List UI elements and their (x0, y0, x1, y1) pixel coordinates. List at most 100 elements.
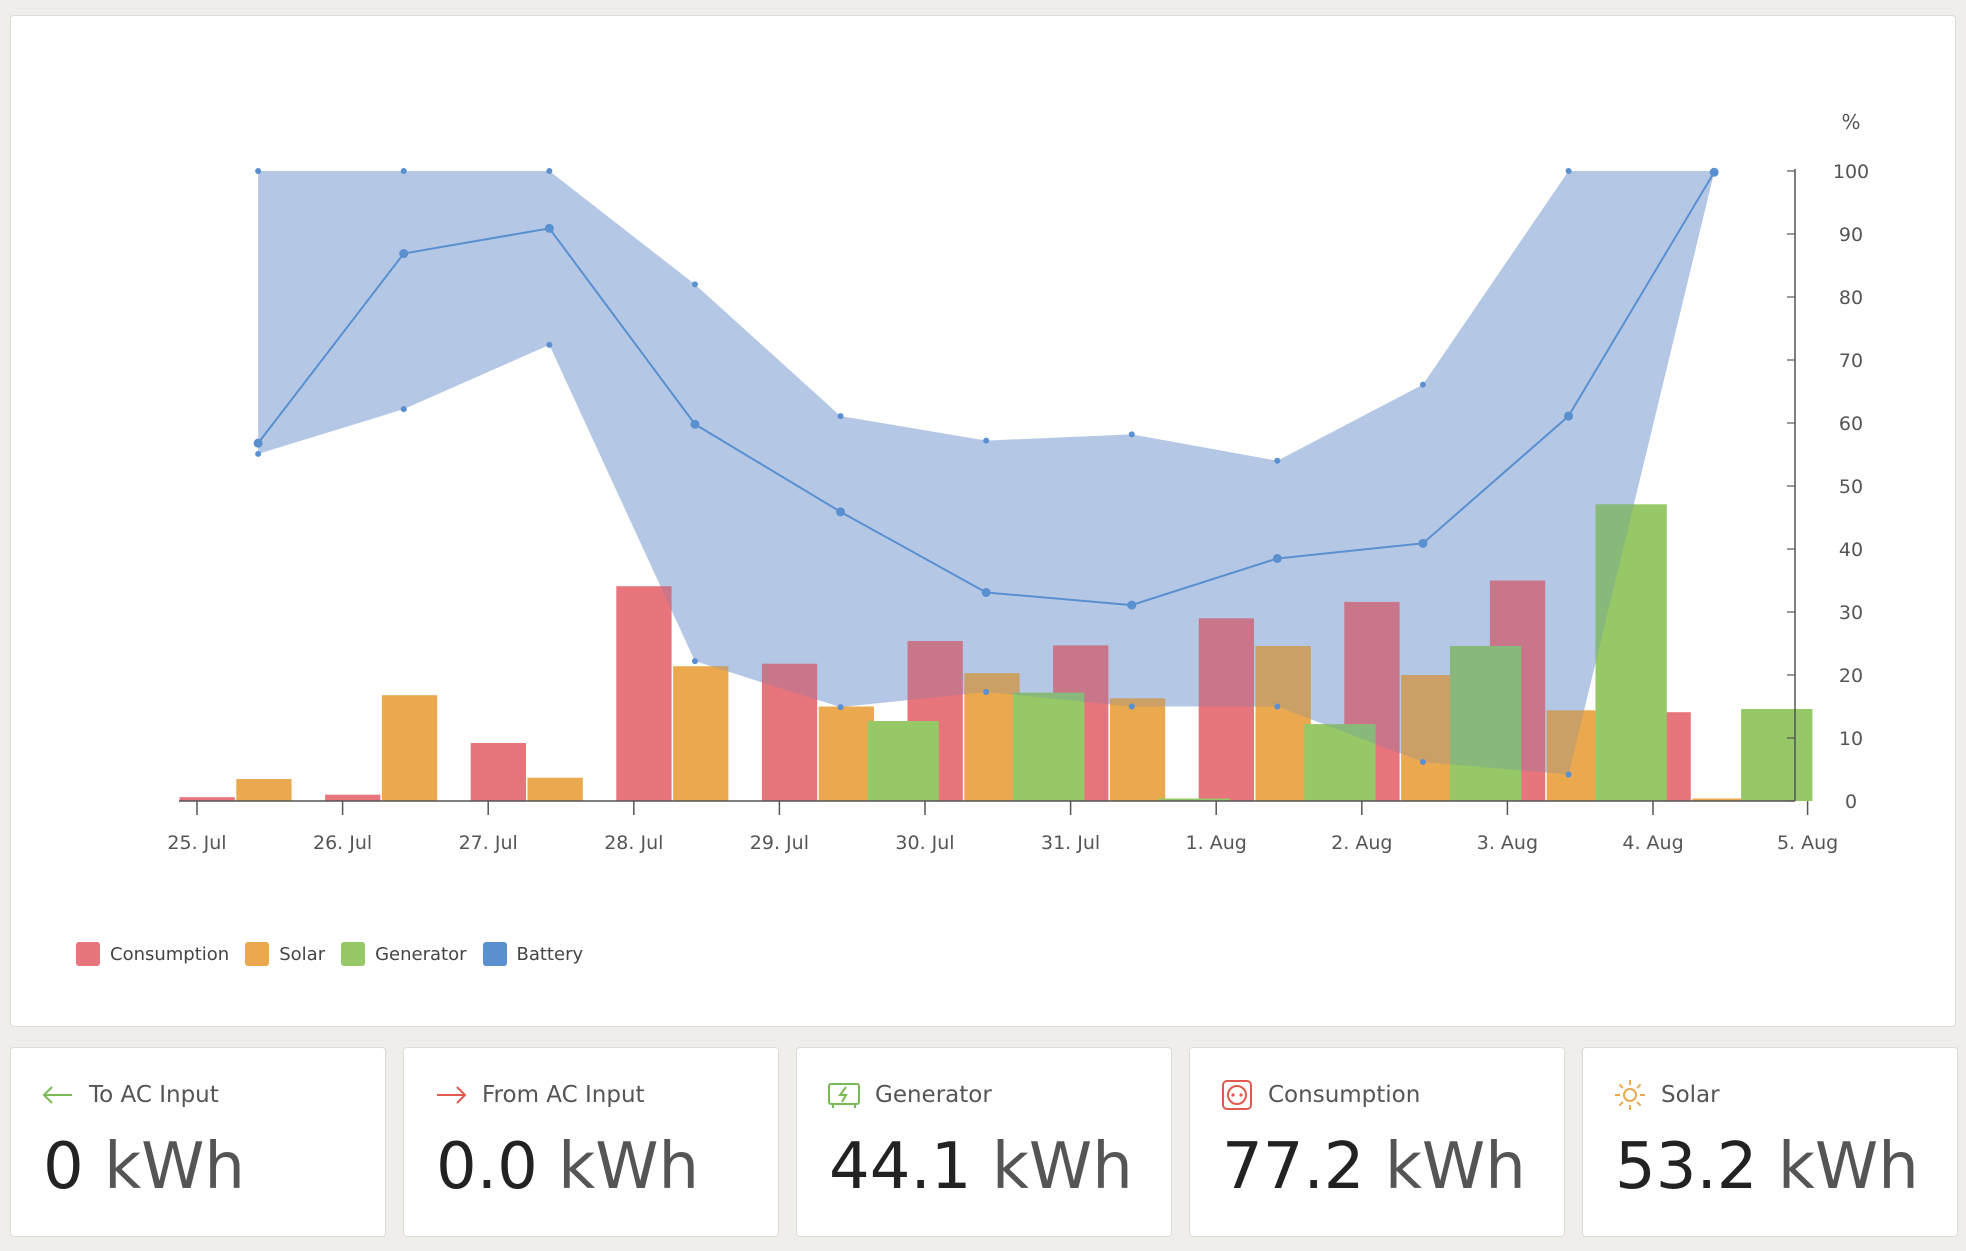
bar-consumption-0 (179, 797, 235, 801)
bar-solar-3 (673, 666, 729, 801)
x-tick-label-1: 26. Jul (313, 832, 372, 854)
generator-icon (828, 1083, 860, 1108)
battery-max-point-9 (1565, 168, 1572, 174)
arrow-left-icon (42, 1086, 72, 1104)
x-tick-label-0: 25. Jul (167, 832, 226, 854)
legend-swatch-battery (482, 942, 507, 966)
battery-min-point-7 (1274, 703, 1281, 710)
legend-item-solar[interactable]: Solar (245, 942, 325, 966)
battery-max-point-5 (983, 437, 990, 444)
x-tick-label-4: 29. Jul (750, 832, 809, 854)
x-tick-label-2: 27. Jul (459, 832, 518, 854)
legend-item-battery[interactable]: Battery (482, 942, 584, 966)
battery-max-point-7 (1274, 457, 1281, 464)
battery-average-point-5 (981, 587, 991, 597)
battery-average-point-2 (544, 223, 554, 233)
x-tick-label-9: 3. Aug (1477, 832, 1538, 854)
card-number: 77.2 (1222, 1130, 1365, 1204)
legend-label: Battery (516, 943, 584, 965)
card-header: From AC Input (434, 1078, 645, 1112)
card-value: 44.1 kWh (829, 1130, 1133, 1204)
bar-generator-6 (1158, 798, 1230, 801)
bar-solar-6 (1109, 698, 1166, 801)
bar-solar-4 (818, 706, 874, 801)
arrow-right-icon (437, 1086, 467, 1104)
battery-min-point-4 (837, 704, 844, 711)
battery-max-point-2 (546, 168, 553, 174)
y-tick-label-9: 90 (1839, 224, 1863, 246)
card-unit: kWh (1777, 1130, 1919, 1204)
bar-consumption-7 (1198, 618, 1254, 801)
bar-solar-9 (1546, 710, 1602, 801)
legend-label: Solar (279, 943, 326, 965)
card-header: To AC Input (41, 1078, 219, 1112)
battery-max-point-6 (1128, 431, 1135, 438)
card-generator: Generator 44.1 kWh (796, 1047, 1172, 1237)
battery-range-overlay (258, 171, 1715, 775)
legend-swatch-solar (245, 942, 270, 966)
card-title: Solar (1661, 1082, 1720, 1108)
legend-label: Generator (375, 943, 467, 965)
y-tick-label-8: 80 (1839, 287, 1863, 309)
x-tick-label-6: 31. Jul (1041, 832, 1100, 854)
y-tick-label-3: 30 (1839, 602, 1863, 624)
legend-swatch-consumption (76, 942, 100, 966)
battery-average-point-1 (399, 249, 409, 259)
bar-solar-2 (527, 777, 583, 801)
bar-solar-7 (1255, 646, 1311, 801)
bar-solar-0 (236, 779, 292, 801)
battery-max-point-8 (1419, 381, 1426, 388)
bar-consumption-1 (325, 794, 381, 801)
battery-min-point-1 (400, 406, 407, 413)
card-from-ac-input: From AC Input 0.0 kWh (403, 1047, 779, 1237)
legend-swatch-generator (341, 942, 366, 966)
x-tick-label-5: 30. Jul (895, 832, 954, 854)
x-tick-label-7: 1. Aug (1186, 832, 1247, 854)
legend-label: Consumption (110, 943, 230, 965)
bar-generator-4 (867, 721, 939, 801)
y-tick-label-7: 70 (1839, 350, 1863, 372)
bar-solar-5 (964, 673, 1020, 801)
battery-average-point-6 (1127, 600, 1137, 610)
card-value: 53.2 kWh (1615, 1130, 1919, 1204)
card-unit: kWh (104, 1130, 245, 1204)
bar-solar-1 (381, 695, 438, 801)
card-solar: Solar 53.2 kWh (1582, 1047, 1958, 1237)
card-title: Generator (875, 1082, 992, 1108)
y-axis-right-label: % (1841, 110, 1860, 134)
card-to-ac-input: To AC Input 0 kWh (10, 1047, 386, 1237)
bar-generator-8 (1449, 646, 1522, 801)
card-header: Generator (827, 1078, 992, 1112)
battery-min-point-8 (1419, 758, 1426, 765)
bar-generator-10 (1741, 709, 1813, 801)
card-number: 44.1 (829, 1130, 972, 1204)
battery-average-point-3 (690, 419, 700, 429)
battery-min-point-3 (691, 658, 698, 665)
card-unit: kWh (1384, 1130, 1526, 1204)
bar-generator-7 (1304, 724, 1376, 801)
x-tick-label-11: 5. Aug (1777, 832, 1838, 854)
x-tick-label-10: 4. Aug (1622, 832, 1683, 854)
sun-icon (1615, 1080, 1645, 1110)
energy-chart: 25. Jul 26. Jul 27. Jul 28. Jul 29. Jul 30. J… (167, 110, 1869, 854)
battery-average-point-9 (1564, 411, 1574, 421)
card-consumption: Consumption 77.2 kWh (1189, 1047, 1565, 1237)
battery-min-point-2 (546, 341, 553, 348)
y-tick-label-4: 40 (1839, 539, 1863, 561)
card-number: 0 (43, 1130, 84, 1204)
card-title: Consumption (1268, 1082, 1421, 1108)
battery-average-point-10 (1709, 167, 1719, 177)
bar-generator-5 (1013, 692, 1085, 801)
y-tick-label-10: 100 (1833, 161, 1869, 183)
card-value: 0.0 kWh (436, 1130, 699, 1204)
card-title: From AC Input (482, 1082, 645, 1108)
legend-item-consumption[interactable]: Consumption (76, 942, 229, 966)
y-tick-label-0: 0 (1845, 791, 1857, 813)
battery-max-point-1 (400, 168, 407, 174)
battery-min-point-5 (983, 689, 990, 696)
legend-item-generator[interactable]: Generator (341, 942, 467, 966)
chart-panel: 25. Jul 26. Jul 27. Jul 28. Jul 29. Jul 30. J… (10, 15, 1956, 1027)
y-tick-label-1: 10 (1839, 728, 1863, 750)
battery-min-point-9 (1565, 771, 1572, 778)
socket-icon (1222, 1080, 1252, 1110)
